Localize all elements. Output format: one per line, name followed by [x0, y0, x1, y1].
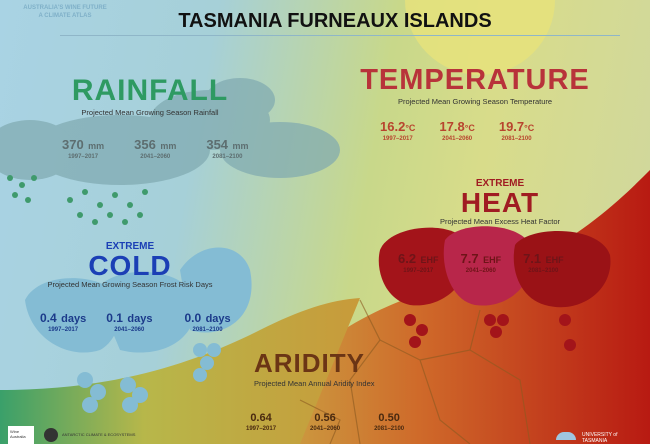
- heat-value-2: 7.7 EHF 2041–2060: [460, 251, 502, 274]
- rainfall-subtitle: Projected Mean Growing Season Rainfall: [81, 108, 219, 117]
- rainfall-value-2: 356 mm 2041–2060: [134, 137, 177, 160]
- heat-section: EXTREME HEAT Projected Mean Excess Heat …: [400, 178, 600, 226]
- cold-value-2: 0.1 days 2041–2060: [106, 311, 153, 333]
- cold-title: COLD: [88, 250, 172, 281]
- aridity-values: 0.64 1997–2017 0.56 2041–2060 0.50 2081–210…: [246, 408, 404, 432]
- temperature-section: TEMPERATURE Projected Mean Growing Seaso…: [330, 64, 620, 106]
- rainfall-values: 370 mm 1997–2017 356 mm 2041–2060 354 mm 20…: [62, 136, 249, 160]
- cracks: [299, 299, 531, 444]
- heat-value-3: 7.1 EHF 2081–2100: [523, 251, 564, 274]
- wine-australia-logo: Wine Australia: [8, 426, 34, 444]
- temperature-value-3: 19.7°C 2081–2100: [498, 119, 535, 142]
- temperature-value-2: 17.8°C 2041–2060: [439, 119, 475, 142]
- cold-subtitle: Projected Mean Growing Season Frost Risk…: [47, 280, 213, 289]
- hot-region: [230, 170, 650, 444]
- ace-logo-text: ANTARCTIC CLIMATE & ECOSYSTEMS: [62, 432, 136, 437]
- page-title: TASMANIA FURNEAUX ISLANDS: [178, 10, 492, 32]
- temperature-value-1: 16.2°C 1997–2017: [380, 119, 416, 142]
- rainfall-value-3: 354 mm 2081–2100: [206, 137, 249, 160]
- aridity-subtitle: Projected Mean Annual Aridity Index: [254, 379, 375, 388]
- sun: [405, 0, 555, 75]
- heat-leaves: [378, 226, 611, 351]
- aridity-value-3: 0.50 2081–2100: [374, 412, 405, 432]
- cold-leaves: [25, 247, 252, 413]
- cloud-logo-icon: [556, 432, 576, 440]
- ace-logo-icon: [44, 428, 58, 442]
- rainfall-section: RAINFALL Projected Mean Growing Season R…: [40, 74, 260, 117]
- aridity-value-2: 0.56 2041–2060: [310, 412, 341, 432]
- atlas-logo: AUSTRALIA'S WINE FUTURE A CLIMATE ATLAS: [10, 4, 120, 20]
- aridity-section: ARIDITY Projected Mean Annual Aridity In…: [254, 348, 375, 388]
- heat-subtitle: Projected Mean Excess Heat Factor: [439, 217, 561, 226]
- atlas-line-2: A CLIMATE ATLAS: [38, 13, 92, 19]
- title-divider: [60, 35, 620, 36]
- atlas-line-1: AUSTRALIA'S WINE FUTURE: [23, 5, 107, 11]
- raindrops: [7, 175, 148, 225]
- cold-kicker: EXTREME: [105, 241, 155, 252]
- heat-values: 6.2 EHF 1997–2017 7.7 EHF 2041–2060 7.1 EH…: [398, 250, 564, 274]
- temperature-title: TEMPERATURE: [360, 64, 590, 96]
- temperature-subtitle: Projected Mean Growing Season Temperatur…: [397, 97, 553, 106]
- rain-clouds: [0, 78, 340, 185]
- cold-values: 0.4 days 1997–2017 0.1 days 2041–2060 0.0 …: [40, 309, 231, 333]
- heat-value-1: 6.2 EHF 1997–2017: [398, 251, 439, 274]
- rainfall-title: RAINFALL: [71, 74, 229, 107]
- cold-section: EXTREME COLD Projected Mean Growing Seas…: [30, 241, 230, 289]
- aridity-value-1: 0.64 1997–2017: [246, 412, 277, 432]
- temperature-values: 16.2°C 1997–2017 17.8°C 2041–2060 19.7°C 20…: [380, 118, 534, 142]
- rainfall-value-1: 370 mm 1997–2017: [62, 137, 105, 160]
- heat-kicker: EXTREME: [475, 178, 525, 189]
- cold-value-3: 0.0 days 2081–2100: [184, 311, 231, 333]
- cold-value-1: 0.4 days 1997–2017: [40, 311, 87, 333]
- heat-title: HEAT: [460, 187, 540, 218]
- aridity-title: ARIDITY: [254, 348, 365, 378]
- utas-logo: UNIVERSITY of TASMANIA: [582, 432, 618, 444]
